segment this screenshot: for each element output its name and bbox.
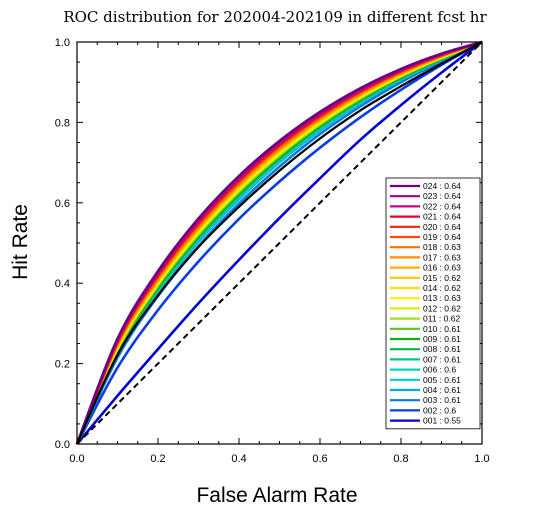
legend-entry: 023 : 0.64 [423,191,461,201]
black-reference-curve [75,41,483,445]
x-tick-label: 1.0 [474,453,489,465]
series-line-002 [75,40,483,445]
legend-entry: 021 : 0.64 [423,212,461,222]
y-axis-label: Hit Rate [9,204,32,280]
legend-entry: 003 : 0.61 [423,395,461,405]
plot-area [75,40,483,445]
legend-entry: 010 : 0.61 [423,324,461,334]
legend-entry: 001 : 0.55 [423,416,461,426]
legend-entry: 004 : 0.61 [423,385,461,395]
legend-entry: 002 : 0.6 [423,405,456,415]
series-line-024 [75,40,483,445]
x-axis-label: False Alarm Rate [196,484,357,507]
x-tick-label: 0.6 [312,453,327,465]
legend-entry: 018 : 0.63 [423,242,461,252]
legend-entry: 022 : 0.64 [423,201,461,211]
x-tick-label: 0.0 [69,453,84,465]
legend-entry: 013 : 0.63 [423,293,461,303]
legend-entry: 005 : 0.61 [423,375,461,385]
legend-entry: 014 : 0.62 [423,283,461,293]
x-tick-label: 0.4 [231,453,246,465]
y-tick-label: 0.6 [55,198,70,210]
legend-entry: 016 : 0.63 [423,263,461,273]
legend-entry: 017 : 0.63 [423,252,461,262]
series-line-001 [76,40,483,445]
legend-entry: 024 : 0.64 [423,181,461,191]
no-skill-diagonal-line [76,41,483,445]
y-tick-label: 0.2 [55,359,70,371]
legend-entry: 007 : 0.61 [423,354,461,364]
y-tick-label: 0.8 [55,117,70,129]
x-tick-label: 0.8 [393,453,408,465]
legend-entry: 008 : 0.61 [423,344,461,354]
chart-title: ROC distribution for 202004-202109 in di… [63,8,487,26]
x-tick-label: 0.2 [150,453,165,465]
y-tick-label: 0.4 [55,278,70,290]
legend-entry: 006 : 0.6 [423,365,456,375]
legend-entry: 020 : 0.64 [423,222,461,232]
legend-box [385,177,481,430]
legend-entry: 019 : 0.64 [423,232,461,242]
legend-entry: 011 : 0.62 [423,314,460,324]
axes: 0.0 0.2 0.4 0.6 0.8 1.0 0.0 0.2 0.4 0.6 0.8 1.0 [55,37,490,465]
legend-entry: 015 : 0.62 [423,273,461,283]
legend-entry: 009 : 0.61 [423,334,461,344]
legend-entry: 012 : 0.62 [423,303,461,313]
y-tick-label: 1.0 [55,37,70,49]
y-tick-label: 0.0 [55,439,70,451]
